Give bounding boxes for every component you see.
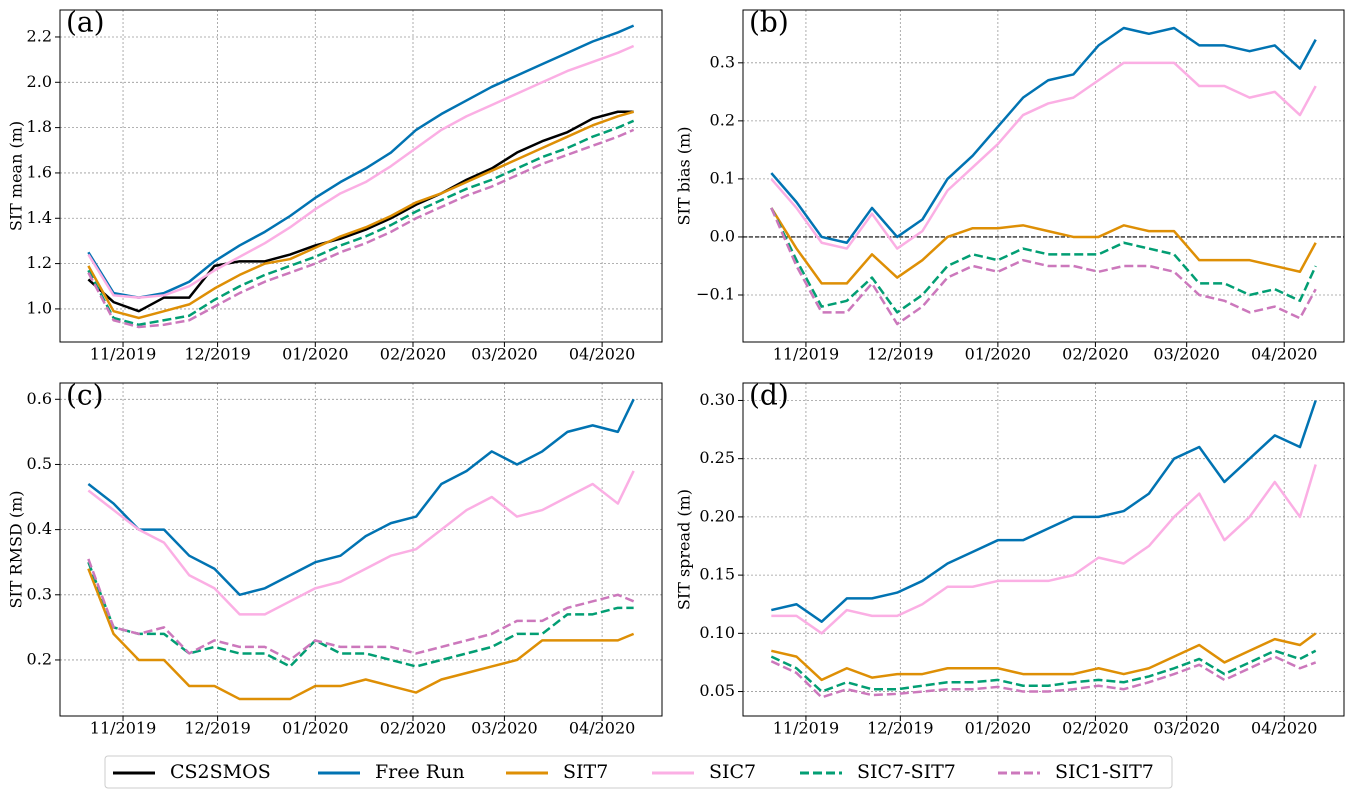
series-line [771,400,1317,623]
y-axis-label: SIT RMSD (m) [7,491,26,609]
x-tick-label: 03/2020 [471,345,537,364]
x-tick-label: 12/2019 [184,719,250,738]
y-tick-label: 0.0 [710,226,735,245]
series-line [87,470,635,616]
x-tick-label: 12/2019 [867,345,933,364]
legend-item: SIT7 [506,761,608,783]
x-tick-label: 01/2020 [965,719,1031,738]
y-tick-label: 0.6 [27,389,52,408]
panel-label: (b) [749,6,789,39]
legend-label: Free Run [375,761,465,783]
series-line [770,61,1317,250]
x-tick-label: 03/2020 [1153,719,1219,738]
series-line [770,655,1317,699]
series-line [87,561,634,668]
series-line [770,207,1317,326]
plot-frame [742,382,1345,717]
y-tick-label: 0.10 [699,623,735,642]
y-tick-label: 1.6 [27,162,52,181]
legend-item: Free Run [318,761,465,783]
panel-label: (c) [66,379,104,412]
y-tick-label: 0.1 [710,168,735,187]
x-tick-label: 11/2019 [773,719,839,738]
legend-item: CS2SMOS [113,761,271,783]
x-tick-label: 02/2020 [380,345,446,364]
y-tick-label: 1.0 [27,298,52,317]
series-line [87,110,634,320]
y-tick-label: 0.2 [27,649,52,668]
x-tick-label: 03/2020 [1153,345,1219,364]
series-line [87,128,635,329]
x-tick-label: 02/2020 [1062,719,1128,738]
x-tick-label: 04/2020 [569,719,635,738]
legend-label: SIT7 [563,761,608,783]
y-tick-label: 0.3 [27,584,52,603]
series-line [87,44,635,299]
y-tick-label: −0.1 [696,284,735,303]
y-tick-label: 0.15 [699,565,735,584]
series-line [770,207,1317,285]
x-tick-label: 02/2020 [1062,345,1128,364]
y-tick-label: 2.0 [27,72,52,91]
x-tick-label: 04/2020 [569,345,635,364]
x-tick-label: 04/2020 [1251,719,1317,738]
y-axis-label: SIT mean (m) [7,121,26,231]
y-tick-label: 0.30 [699,390,735,409]
y-tick-label: 0.05 [699,681,735,700]
x-tick-label: 02/2020 [380,719,446,738]
x-tick-label: 04/2020 [1251,345,1317,364]
series-line [770,649,1317,693]
legend-label: SIC7 [709,761,756,783]
y-tick-label: 2.2 [27,26,52,45]
legend-item: SIC7-SIT7 [800,761,956,783]
y-tick-label: 0.4 [27,519,52,538]
panel-label: (d) [749,379,789,412]
x-tick-label: 12/2019 [867,719,933,738]
series-line [770,26,1317,244]
y-axis-label: SIT spread (m) [675,489,694,610]
x-tick-label: 01/2020 [282,719,348,738]
series-line [87,110,634,313]
series-line [771,632,1317,682]
series-line [87,119,635,327]
series-line [87,24,635,299]
x-tick-label: 11/2019 [90,719,156,738]
series-line [87,398,635,597]
series-line [770,207,1317,314]
plot-frame [59,382,663,717]
legend-item: SIC7 [652,761,756,783]
series-line [87,568,635,701]
plot-frame [59,9,663,343]
legend-item: SIC1-SIT7 [998,761,1154,783]
legend-label: SIC7-SIT7 [857,761,956,783]
y-tick-label: 0.3 [710,52,735,71]
y-tick-label: 1.4 [27,208,52,227]
x-tick-label: 11/2019 [773,345,839,364]
x-tick-label: 11/2019 [90,345,156,364]
y-tick-label: 0.5 [27,454,52,473]
y-tick-label: 1.2 [27,253,52,272]
y-tick-label: 1.8 [27,117,52,136]
x-tick-label: 12/2019 [184,345,250,364]
panel-label: (a) [66,6,105,39]
plot-frame [742,9,1345,343]
series-line [87,558,635,662]
x-tick-label: 03/2020 [471,719,537,738]
y-axis-label: SIT bias (m) [675,127,694,226]
legend-label: CS2SMOS [170,761,271,783]
series-line [771,464,1317,635]
y-tick-label: 0.2 [710,110,735,129]
legend-label: SIC1-SIT7 [1055,761,1154,783]
y-tick-label: 0.25 [699,448,735,467]
y-tick-label: 0.20 [699,506,735,525]
legend-box [104,755,1173,789]
x-tick-label: 01/2020 [965,345,1031,364]
x-tick-label: 01/2020 [282,345,348,364]
